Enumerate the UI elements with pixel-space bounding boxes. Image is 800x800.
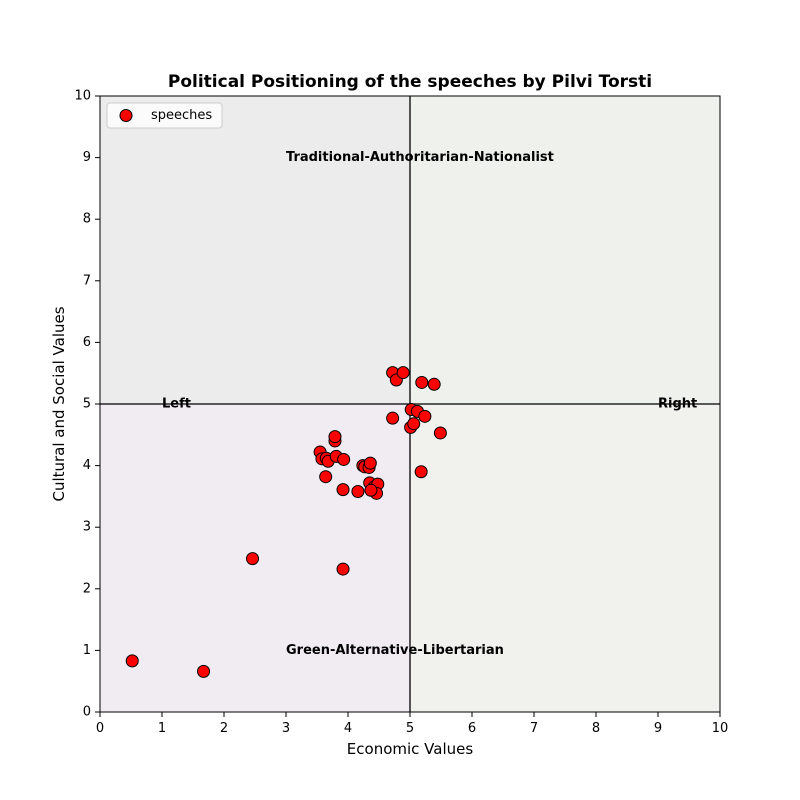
legend: speeches <box>106 102 223 129</box>
y-tick-label: 1 <box>83 643 91 658</box>
data-point <box>396 366 410 380</box>
legend-marker <box>119 109 133 122</box>
data-point <box>336 562 350 576</box>
y-tick-label: 5 <box>83 397 91 412</box>
annotation-label: Traditional-Authoritarian-Nationalist <box>286 150 554 165</box>
data-point <box>351 484 365 498</box>
y-tick-label: 7 <box>83 273 91 288</box>
quadrant-backgrounds <box>100 96 720 712</box>
quadrant-top-left <box>100 96 410 404</box>
x-tick-label: 8 <box>592 721 600 736</box>
x-tick-label: 10 <box>712 721 729 736</box>
data-point <box>125 654 139 668</box>
x-tick-label: 2 <box>220 721 228 736</box>
data-point <box>246 552 260 566</box>
chart-title: Political Positioning of the speeches by… <box>168 72 652 92</box>
y-tick-label: 8 <box>83 212 91 227</box>
y-tick-label: 6 <box>83 335 91 350</box>
y-tick-label: 9 <box>83 150 91 165</box>
annotation-label: Left <box>162 397 191 412</box>
x-tick-label: 5 <box>406 721 414 736</box>
y-axis-ticks: 0 1 2 3 4 5 6 7 8 9 10 <box>74 89 100 720</box>
y-tick-label: 3 <box>83 520 91 535</box>
x-tick-label: 3 <box>282 721 290 736</box>
data-point <box>433 426 447 440</box>
data-point <box>336 483 350 497</box>
legend-box <box>106 102 223 129</box>
data-point <box>386 411 400 425</box>
annotation-label: Right <box>658 397 697 412</box>
quadrant-bottom-right <box>410 404 720 712</box>
data-point <box>337 452 351 466</box>
y-tick-label: 2 <box>83 581 91 596</box>
legend-label: speeches <box>151 108 212 123</box>
x-tick-label: 6 <box>468 721 476 736</box>
y-tick-label: 0 <box>83 705 91 720</box>
x-axis-ticks: 0 1 2 3 4 5 6 7 8 9 10 <box>96 712 728 736</box>
data-point <box>418 409 432 423</box>
quadrant-top-right <box>410 96 720 404</box>
x-tick-label: 7 <box>530 721 538 736</box>
data-point <box>427 377 441 391</box>
data-point <box>415 375 429 389</box>
y-tick-label: 10 <box>74 89 91 104</box>
x-tick-label: 0 <box>96 721 104 736</box>
x-tick-label: 4 <box>344 721 352 736</box>
data-point <box>363 456 377 470</box>
data-point <box>364 483 378 497</box>
quadrant-annotations: Traditional-Authoritarian-Nationalist Gre… <box>162 150 697 658</box>
x-tick-label: 1 <box>158 721 166 736</box>
data-point <box>414 465 428 479</box>
x-tick-label: 9 <box>654 721 662 736</box>
data-point <box>407 417 421 431</box>
data-points <box>125 366 447 678</box>
data-point <box>328 430 342 444</box>
y-axis-label: Cultural and Social Values <box>50 306 68 501</box>
x-axis-label: Economic Values <box>347 740 474 758</box>
y-tick-label: 4 <box>83 458 91 473</box>
annotation-label: Green-Alternative-Libertarian <box>286 643 504 658</box>
data-point <box>197 664 211 678</box>
data-point <box>319 470 333 484</box>
